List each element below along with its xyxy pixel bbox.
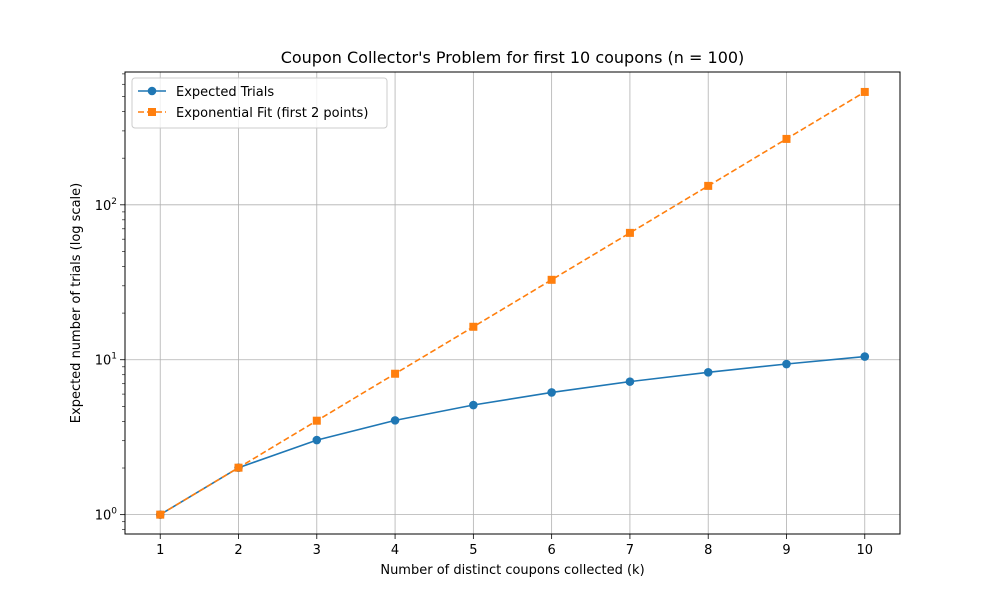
data-point-0	[547, 388, 556, 397]
data-point-0	[860, 352, 870, 361]
x-tick-label: 4	[391, 543, 399, 558]
series-line-1	[159, 91, 866, 516]
y-tick-label: 100	[95, 507, 118, 524]
x-tick-label: 8	[704, 543, 712, 558]
axis-ticks: 1 2 3 4 5 6 7 8 9 10 100 101 102	[95, 73, 873, 558]
x-tick-label: 10	[856, 543, 873, 558]
legend-label-0: Expected Trials	[176, 85, 274, 100]
data-point-1	[704, 181, 713, 190]
legend-marker-0	[147, 86, 157, 96]
grid	[125, 72, 900, 534]
plot-frame	[124, 71, 901, 535]
data-point-1	[782, 134, 791, 143]
x-tick-label: 2	[234, 543, 242, 558]
data-point-0	[390, 416, 400, 425]
data-point-0	[469, 400, 478, 410]
x-axis-label: Number of distinct coupons collected (k)	[380, 563, 644, 578]
legend-label-1: Exponential Fit (first 2 points)	[176, 106, 368, 121]
x-tick-label: 3	[313, 543, 321, 558]
data-point-1	[860, 87, 869, 96]
x-tick-label: 5	[469, 543, 477, 558]
x-tick-label: 9	[782, 543, 790, 558]
data-point-0	[312, 435, 322, 445]
data-point-1	[547, 275, 556, 284]
data-point-1	[156, 510, 165, 519]
y-tick-label: 101	[95, 352, 117, 369]
data-point-0	[703, 368, 713, 377]
chart-title: Coupon Collector's Problem for first 10 …	[281, 48, 745, 67]
legend: Expected Trials Exponential Fit (first 2 …	[131, 77, 388, 129]
data-point-0	[782, 359, 791, 369]
y-axis-label: Expected number of trials (log scale)	[69, 183, 84, 423]
legend-marker-1	[148, 108, 156, 116]
series-line-0	[159, 355, 865, 516]
x-tick-label: 6	[548, 543, 556, 558]
data-point-1	[234, 463, 243, 472]
x-tick-label: 1	[156, 543, 164, 558]
data-point-1	[625, 228, 634, 237]
data-point-1	[312, 416, 321, 425]
x-tick-label: 7	[626, 543, 634, 558]
series-layer	[155, 87, 870, 519]
data-point-1	[391, 369, 400, 378]
data-point-0	[625, 377, 635, 386]
data-point-1	[469, 322, 478, 331]
legend-box	[131, 77, 388, 129]
y-tick-label: 102	[95, 197, 117, 214]
